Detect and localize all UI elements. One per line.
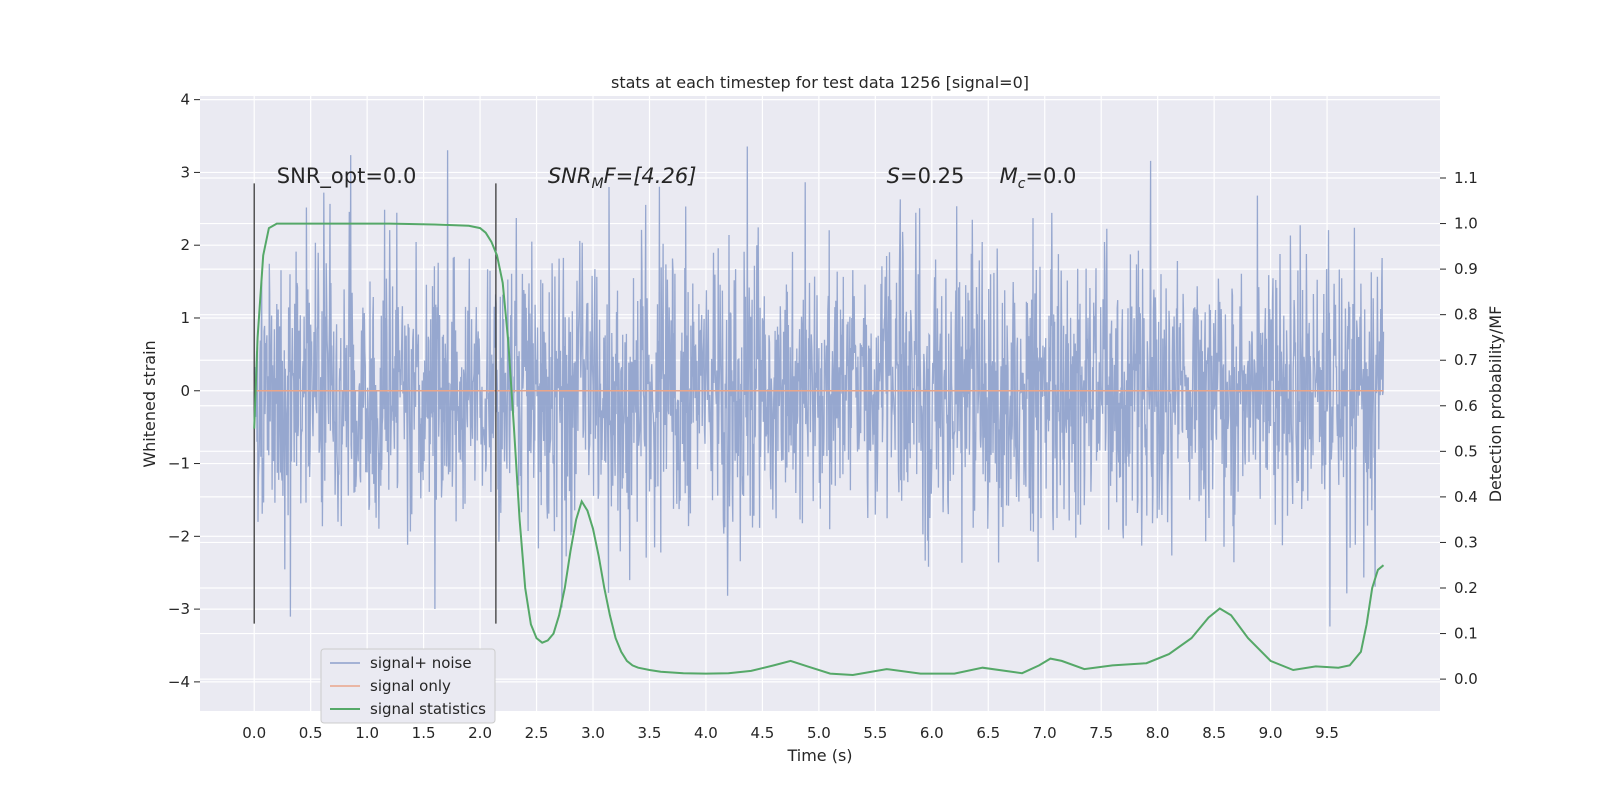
x-tick-label: 0.5 <box>299 724 323 742</box>
chart-title: stats at each timestep for test data 125… <box>611 73 1029 92</box>
y2-ticks: 1.1 1.0 0.9 0.8 0.7 0.6 0.5 0.4 0.3 0.2 0.1 0.0 <box>1440 169 1478 688</box>
x-ticks: 0.0 0.5 1.0 1.5 2.0 2.5 3.0 3.5 4.0 4.5 5.0 5.5 6.0 6… <box>242 724 1339 742</box>
y2-tick-label: 0.4 <box>1454 488 1478 506</box>
y2-tick-label: 1.1 <box>1454 169 1478 187</box>
annotation-text: SNR_opt=0.0 <box>277 164 417 189</box>
annotation-main: SNR_opt=0.0 <box>277 164 417 189</box>
series-signal-noise <box>253 146 1385 627</box>
y-ticks: 4 3 2 1 0 −1 −2 −3 −4 <box>168 91 200 691</box>
annotation-tail: =0.25 <box>900 164 964 188</box>
x-tick-label: 6.0 <box>920 724 944 742</box>
x-tick-label: 9.0 <box>1259 724 1283 742</box>
y-tick-label: −1 <box>168 455 190 473</box>
series-signal-statistics <box>253 222 1385 677</box>
annotation-main: M <box>1000 164 1018 188</box>
annotation-subscript: M <box>591 176 603 192</box>
y-tick-label: 3 <box>180 163 190 181</box>
legend-entry-signal-only: signal only <box>370 677 451 695</box>
x-tick-label: 8.0 <box>1146 724 1170 742</box>
legend-entry-signal-noise: signal+ noise <box>370 654 472 672</box>
x-tick-label: 8.5 <box>1202 724 1226 742</box>
x-tick-label: 3.0 <box>581 724 605 742</box>
legend: signal+ noise signal only signal statist… <box>320 648 496 724</box>
y2-tick-label: 0.8 <box>1454 306 1478 324</box>
y-tick-label: 4 <box>180 91 190 109</box>
y-axis-label: Whitened strain <box>140 340 159 467</box>
x-tick-label: 7.0 <box>1033 724 1057 742</box>
annotation-main: SNR <box>548 164 592 188</box>
y2-tick-label: 0.3 <box>1454 533 1478 551</box>
annotation-main: S <box>887 164 900 188</box>
x-tick-label: 1.0 <box>355 724 379 742</box>
annotation-text: Mc=0.0 <box>1000 164 1077 192</box>
annotation-text: S=0.25 <box>887 164 965 188</box>
x-tick-label: 2.0 <box>468 724 492 742</box>
y-tick-label: 1 <box>180 309 190 327</box>
annotation-subscript: c <box>1018 176 1026 192</box>
x-tick-label: 9.5 <box>1315 724 1339 742</box>
y2-tick-label: 0.1 <box>1454 625 1478 643</box>
y2-tick-label: 1.0 <box>1454 215 1478 233</box>
y2-tick-label: 0.0 <box>1454 670 1478 688</box>
y2-tick-label: 0.5 <box>1454 442 1478 460</box>
x-tick-label: 4.0 <box>694 724 718 742</box>
y2-axis-label: Detection probability/MF <box>1486 306 1505 503</box>
x-tick-label: 2.5 <box>525 724 549 742</box>
annotation-tail: =0.0 <box>1025 164 1076 188</box>
x-tick-label: 0.0 <box>242 724 266 742</box>
statistics-curve <box>253 222 1385 677</box>
x-tick-label: 4.5 <box>750 724 774 742</box>
y-tick-label: −3 <box>168 600 190 618</box>
x-tick-label: 5.0 <box>807 724 831 742</box>
legend-box <box>320 648 496 724</box>
x-tick-label: 5.5 <box>863 724 887 742</box>
y-tick-label: −2 <box>168 527 190 545</box>
y-tick-label: 2 <box>180 236 190 254</box>
annotation-tail: F=[4.26] <box>604 164 697 188</box>
x-tick-label: 3.5 <box>638 724 662 742</box>
annotations: SNR_opt=0.0 SNRMF=[4.26] S=0.25 Mc=0.0 <box>277 164 1077 192</box>
y2-tick-label: 0.6 <box>1454 397 1478 415</box>
y-tick-label: 0 <box>180 382 190 400</box>
x-axis-label: Time (s) <box>786 746 852 765</box>
y2-tick-label: 0.7 <box>1454 351 1478 369</box>
noise-trace <box>253 146 1385 627</box>
y2-tick-label: 0.2 <box>1454 579 1478 597</box>
x-tick-label: 1.5 <box>412 724 436 742</box>
annotation-text: SNRMF=[4.26] <box>548 164 697 192</box>
x-tick-label: 7.5 <box>1089 724 1113 742</box>
legend-entry-signal-statistics: signal statistics <box>370 700 486 718</box>
y2-tick-label: 0.9 <box>1454 260 1478 278</box>
y-tick-label: −4 <box>168 673 190 691</box>
x-tick-label: 6.5 <box>976 724 1000 742</box>
